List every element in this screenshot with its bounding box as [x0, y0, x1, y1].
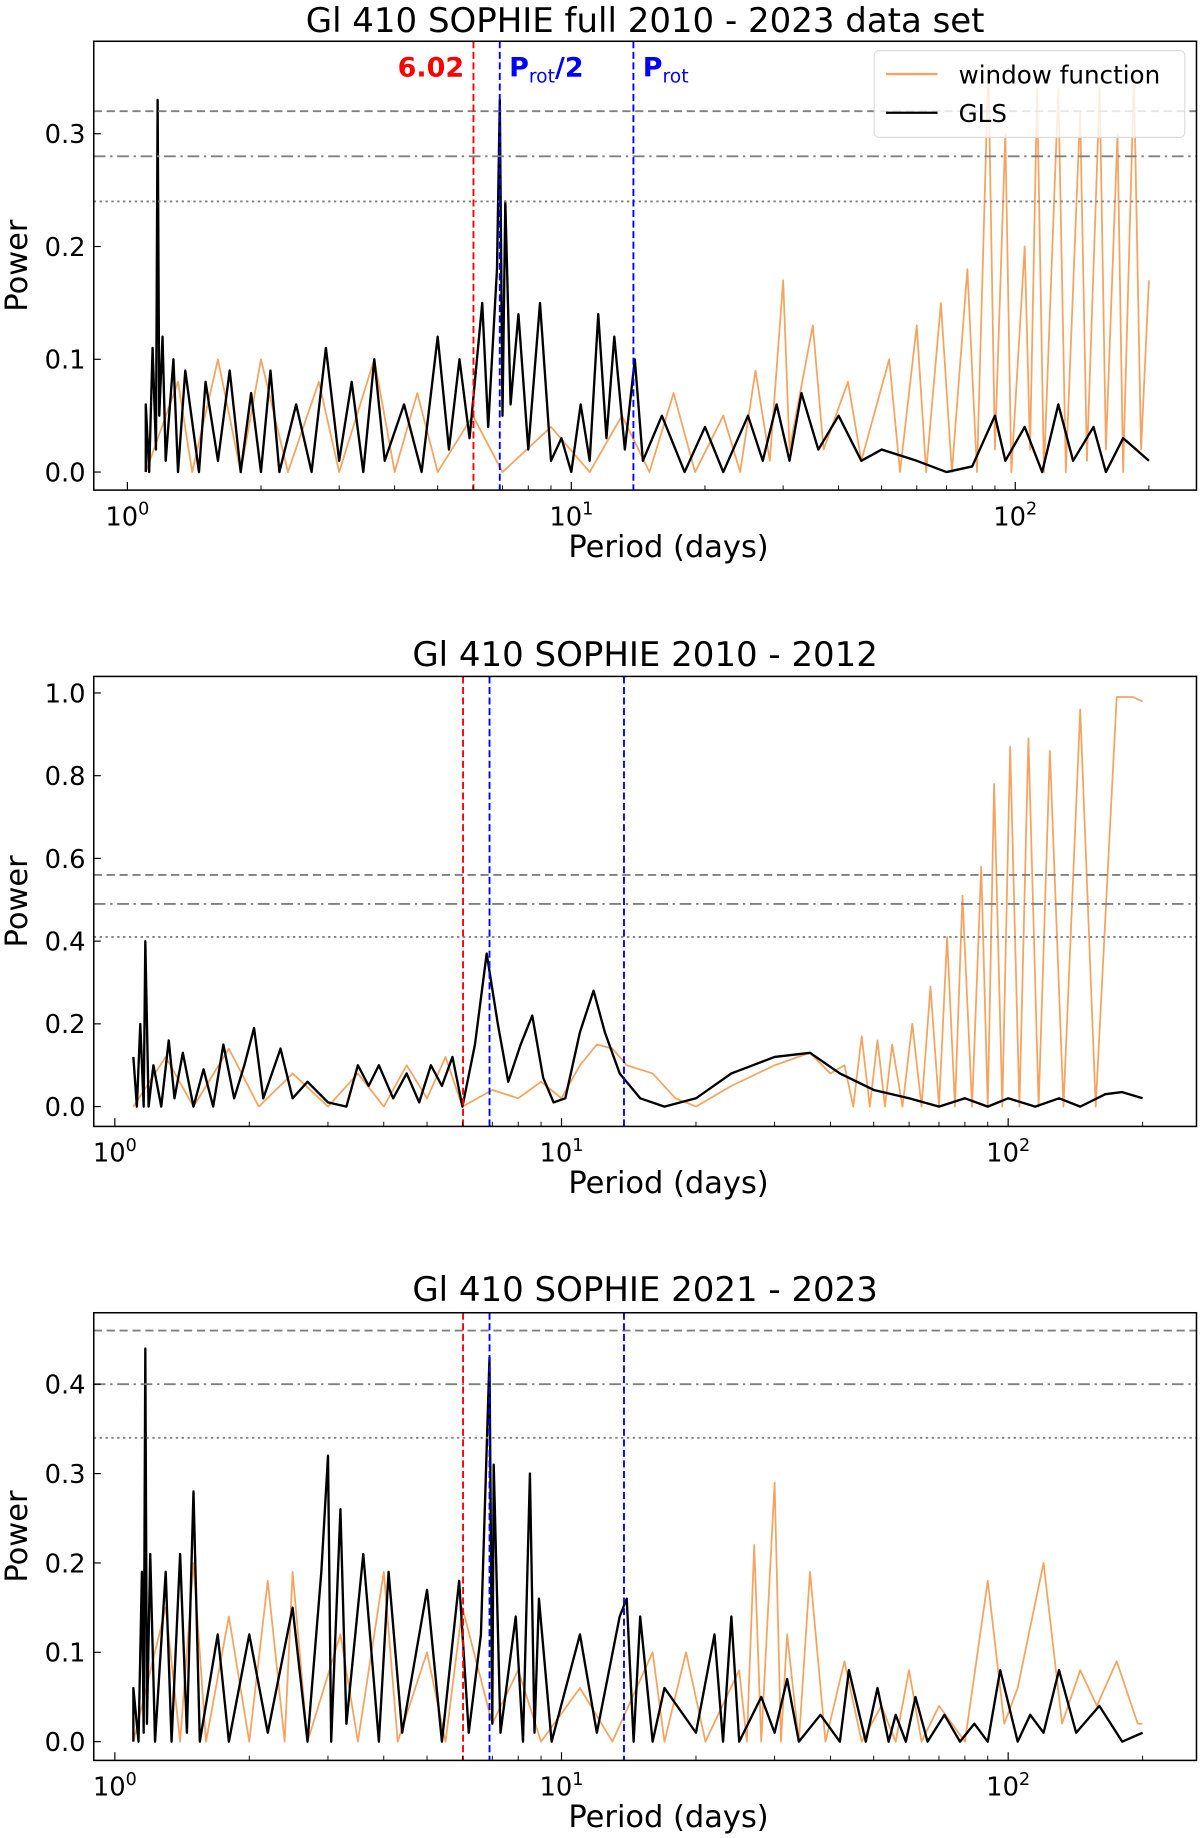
x-tick-label: 102 — [993, 500, 1037, 533]
legend-gls-label: GLS — [959, 99, 1007, 128]
y-tick-label: 0.1 — [45, 1639, 86, 1669]
prot-half-tail: /2 — [555, 52, 584, 83]
x-tick-exponent: 2 — [1026, 500, 1037, 520]
chart-title: Gl 410 SOPHIE 2010 - 2012 — [412, 635, 878, 675]
y-tick-label: 0.3 — [45, 1460, 86, 1490]
x-tick-base: 10 — [93, 1139, 126, 1169]
panel-3: Gl 410 SOPHIE 2021 - 2023 0.0 0.1 0.2 0.3 0.4… — [0, 1270, 1198, 1835]
gls-line — [144, 98, 1150, 474]
prot-half-annotation: Prot/2 — [509, 52, 583, 87]
chart-title: Gl 410 SOPHIE full 2010 - 2023 data set — [306, 1, 985, 41]
x-tick-exponent: 0 — [126, 1136, 137, 1156]
y-axis-label: Power — [0, 219, 35, 312]
panel-1: Gl 410 SOPHIE full 2010 - 2023 data set 0… — [0, 1, 1198, 565]
x-tick-base: 10 — [549, 502, 582, 532]
x-tick-exponent: 1 — [572, 1136, 583, 1156]
x-axis-label: Period (days) — [568, 1800, 768, 1835]
y-axis-label: Power — [0, 855, 35, 948]
x-tick-base: 10 — [540, 1773, 573, 1803]
prot-sub: rot — [663, 66, 689, 87]
legend-box — [873, 50, 1186, 138]
x-tick-label: 102 — [986, 1136, 1030, 1169]
panel-2: Gl 410 SOPHIE 2010 - 2012 0.0 0.2 0.4 0.6 0.8… — [0, 635, 1198, 1201]
chart-title: Gl 410 SOPHIE 2021 - 2023 — [412, 1270, 878, 1310]
axes-frame — [92, 1311, 1198, 1762]
x-tick-label: 100 — [93, 1770, 137, 1803]
legend: window function GLS — [873, 50, 1186, 138]
x-tick-label: 102 — [986, 1770, 1030, 1803]
y-tick-label: 0.2 — [45, 233, 86, 263]
x-tick-label: 101 — [540, 1770, 584, 1803]
window-function-line — [144, 65, 1150, 473]
planet-period-annotation: 6.02 — [398, 52, 464, 83]
gls-line — [132, 1347, 1144, 1743]
x-tick-exponent: 1 — [572, 1770, 583, 1790]
x-tick-label: 101 — [549, 500, 593, 533]
y-tick-label: 0.0 — [45, 458, 86, 488]
y-tick-label: 0.3 — [45, 120, 86, 150]
x-tick-label: 100 — [105, 500, 149, 533]
x-tick-exponent: 2 — [1019, 1136, 1030, 1156]
y-tick-label: 0.1 — [45, 346, 86, 376]
axes-frame — [92, 40, 1198, 491]
axes-frame — [92, 675, 1198, 1128]
x-tick-base: 10 — [105, 502, 138, 532]
y-tick-label: 0.0 — [45, 1728, 86, 1758]
prot-main: P — [643, 52, 663, 83]
y-tick-label: 0.2 — [45, 1010, 86, 1040]
y-tick-label: 0.4 — [45, 1371, 86, 1401]
y-tick-label: 1.0 — [45, 679, 86, 709]
y-tick-label: 0.8 — [45, 762, 86, 792]
y-tick-label: 0.4 — [45, 928, 86, 958]
prot-annotation: Prot — [643, 52, 689, 87]
prot-half-main: P — [509, 52, 529, 83]
x-tick-exponent: 0 — [138, 500, 149, 520]
x-tick-base: 10 — [93, 1773, 126, 1803]
x-tick-base: 10 — [540, 1139, 573, 1169]
x-tick-exponent: 0 — [126, 1770, 137, 1790]
x-axis-label: Period (days) — [568, 1166, 768, 1201]
x-tick-base: 10 — [993, 502, 1026, 532]
y-axis-label: Power — [0, 1490, 35, 1583]
window-function-line — [132, 1481, 1143, 1743]
y-tick-label: 0.6 — [45, 845, 86, 875]
x-tick-label: 100 — [93, 1136, 137, 1169]
x-tick-label: 101 — [540, 1136, 584, 1169]
y-tick-label: 0.0 — [45, 1093, 86, 1123]
x-tick-base: 10 — [986, 1139, 1019, 1169]
x-tick-exponent: 2 — [1019, 1770, 1030, 1790]
gls-line — [132, 939, 1143, 1108]
y-tick-label: 0.2 — [45, 1549, 86, 1579]
x-axis-label: Period (days) — [568, 530, 768, 565]
window-function-line — [132, 696, 1143, 1108]
prot-half-sub: rot — [529, 66, 555, 87]
x-tick-exponent: 1 — [582, 500, 593, 520]
x-tick-base: 10 — [986, 1773, 1019, 1803]
legend-window-label: window function — [959, 60, 1161, 89]
